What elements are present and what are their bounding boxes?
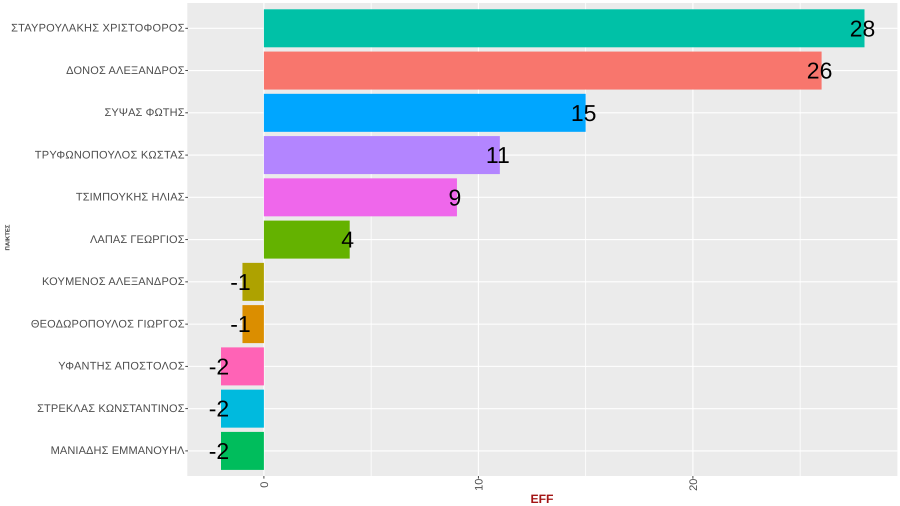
svg-text:ΔΟΝΟΣ ΑΛΕΞΑΝΔΡΟΣ: ΔΟΝΟΣ ΑΛΕΞΑΝΔΡΟΣ [66, 65, 185, 77]
svg-text:4: 4 [341, 227, 354, 253]
svg-text:ΥΦΑΝΤΗΣ ΑΠΟΣΤΟΛΟΣ: ΥΦΑΝΤΗΣ ΑΠΟΣΤΟΛΟΣ [58, 361, 184, 373]
svg-text:ΣΤΡΕΚΛΑΣ ΚΩΝΣΤΑΝΤΙΝΟΣ: ΣΤΡΕΚΛΑΣ ΚΩΝΣΤΑΝΤΙΝΟΣ [37, 403, 185, 415]
svg-text:ΛΑΠΑΣ ΓΕΩΡΓΙΟΣ: ΛΑΠΑΣ ΓΕΩΡΓΙΟΣ [90, 234, 185, 246]
svg-text:20: 20 [688, 479, 700, 491]
svg-text:ΤΡΥΦΩΝΟΠΟΥΛΟΣ ΚΩΣΤΑΣ: ΤΡΥΦΩΝΟΠΟΥΛΟΣ ΚΩΣΤΑΣ [35, 149, 185, 161]
svg-text:15: 15 [571, 100, 597, 126]
svg-text:ΣΥΨΑΣ ΦΩΤΗΣ: ΣΥΨΑΣ ΦΩΤΗΣ [104, 107, 184, 119]
svg-text:ΤΣΙΜΠΟΥΚΗΣ ΗΛΙΑΣ: ΤΣΙΜΠΟΥΚΗΣ ΗΛΙΑΣ [76, 192, 185, 204]
svg-text:10: 10 [474, 479, 486, 491]
svg-text:28: 28 [850, 15, 876, 41]
svg-text:-1: -1 [230, 269, 250, 295]
svg-text:11: 11 [486, 142, 510, 168]
svg-text:0: 0 [259, 482, 271, 488]
svg-text:ΣΤΑΥΡΟΥΛΑΚΗΣ ΧΡΙΣΤΟΦΟΡΟΣ: ΣΤΑΥΡΟΥΛΑΚΗΣ ΧΡΙΣΤΟΦΟΡΟΣ [11, 23, 185, 35]
svg-text:9: 9 [449, 184, 462, 210]
svg-text:ΜΑΝΙΑΔΗΣ ΕΜΜΑΝΟΥΗΛ: ΜΑΝΙΑΔΗΣ ΕΜΜΑΝΟΥΗΛ [51, 445, 186, 457]
svg-text:-2: -2 [209, 353, 229, 379]
svg-text:-1: -1 [230, 311, 250, 337]
svg-text:EFF: EFF [530, 492, 553, 506]
svg-text:ΠΑΙΚΤΕΣ: ΠΑΙΚΤΕΣ [4, 224, 11, 250]
svg-text:ΘΕΟΔΩΡΟΠΟΥΛΟΣ ΓΙΩΡΓΟΣ: ΘΕΟΔΩΡΟΠΟΥΛΟΣ ΓΙΩΡΓΟΣ [31, 318, 185, 330]
svg-text:-2: -2 [209, 438, 229, 464]
svg-text:-2: -2 [209, 396, 229, 422]
svg-text:ΚΟΥΜΕΝΟΣ ΑΛΕΞΑΝΔΡΟΣ: ΚΟΥΜΕΝΟΣ ΑΛΕΞΑΝΔΡΟΣ [42, 276, 185, 288]
svg-text:26: 26 [807, 58, 833, 84]
